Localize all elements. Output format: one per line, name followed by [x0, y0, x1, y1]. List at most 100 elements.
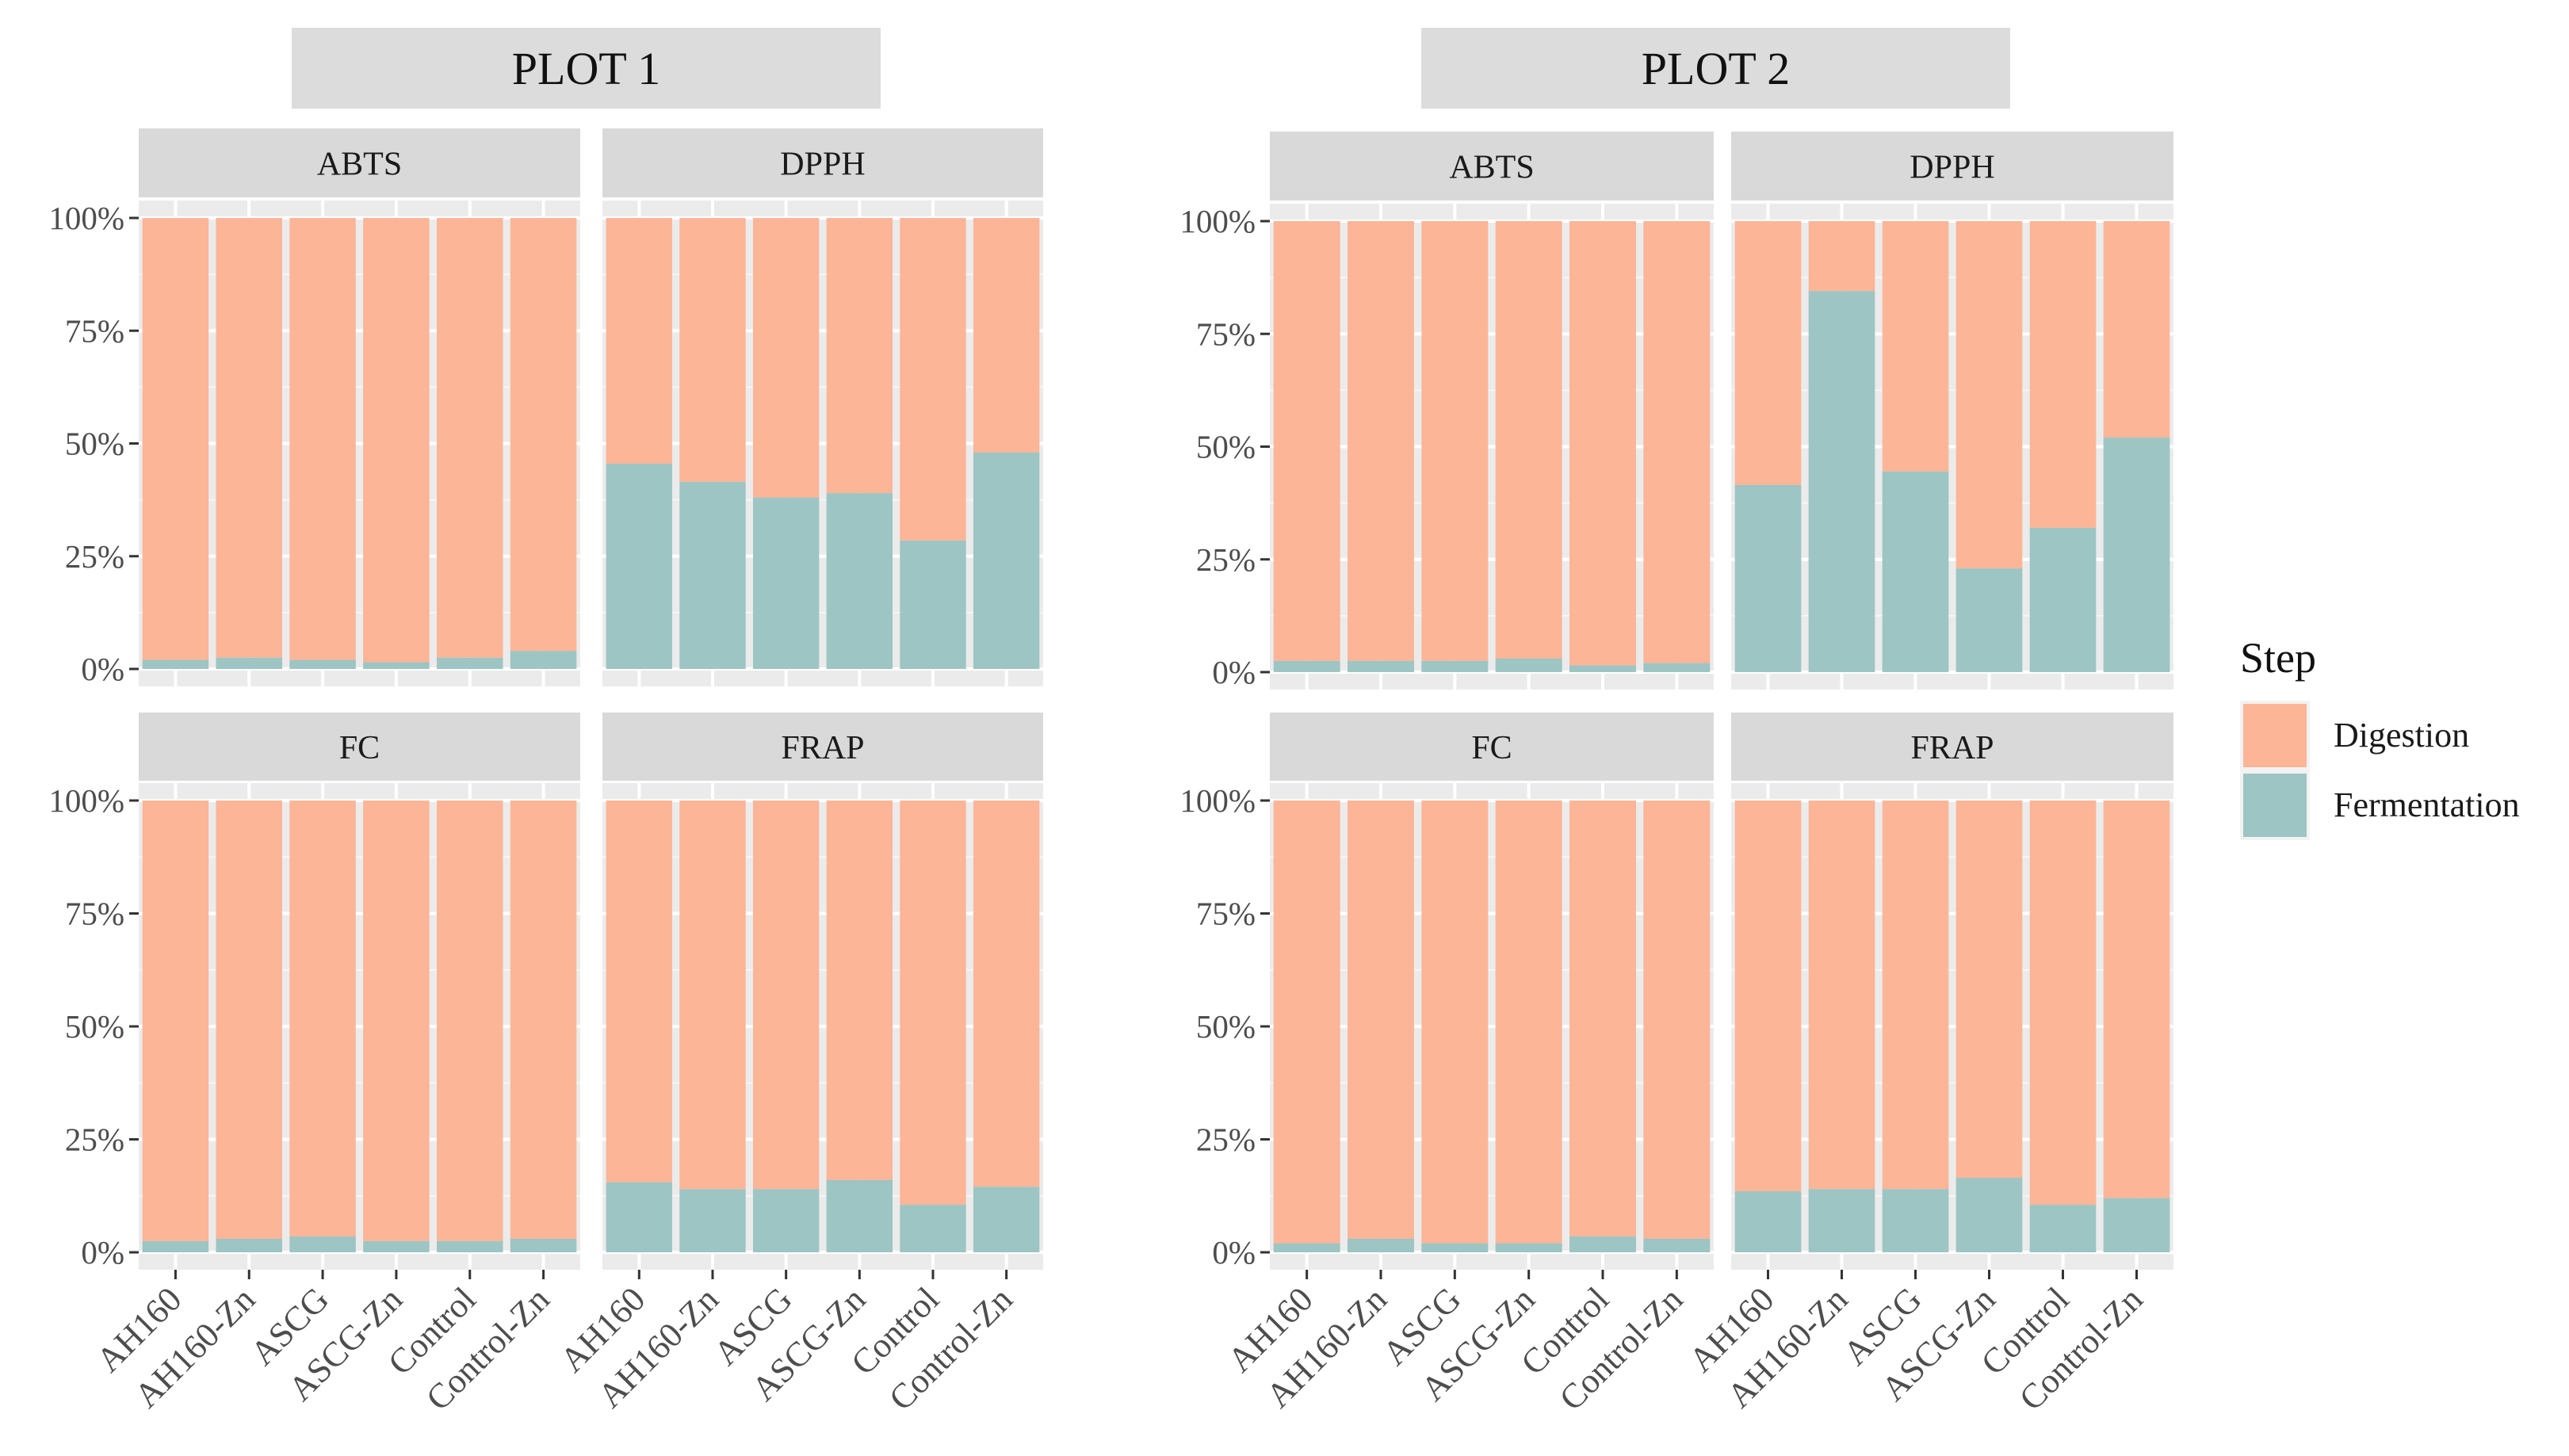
bar-fermentation-control: [436, 1240, 503, 1252]
facet-strip-label: FC: [339, 730, 380, 766]
facet-strip: [139, 713, 580, 781]
bar-digestion-ascg-zn: [1495, 801, 1562, 1244]
y-tick-label: 25%: [1196, 541, 1256, 578]
bar-digestion-ascg-zn: [363, 801, 430, 1241]
bar-digestion-ah160-zn: [1348, 221, 1414, 661]
bar-fermentation-ascg: [1421, 660, 1489, 672]
bar-fermentation-ah160-zn: [679, 481, 746, 669]
bar-fermentation-control: [2029, 527, 2097, 672]
bar-fermentation-ascg-zn: [1955, 1177, 2023, 1252]
bar-fermentation-ah160: [1734, 1191, 1802, 1252]
bar-digestion-control-zn: [1643, 221, 1711, 663]
bar-fermentation-control-zn: [973, 1187, 1040, 1252]
bar-digestion-control-zn: [1643, 801, 1711, 1239]
bar-fermentation-ah160: [142, 659, 209, 669]
bar-digestion-ascg-zn: [1955, 801, 2023, 1178]
legend: Step Digestion Fermentation: [2240, 634, 2520, 840]
bar-fermentation-ascg-zn: [363, 662, 430, 669]
bar-fermentation-control: [2029, 1205, 2097, 1252]
bar-fermentation-ah160-zn: [216, 657, 283, 669]
bar-fermentation-ah160-zn: [679, 1189, 746, 1252]
bar-digestion-ascg-zn: [1955, 221, 2023, 569]
facet-strip-label: FC: [1471, 730, 1512, 766]
bar-fermentation-ah160-zn: [216, 1238, 283, 1252]
bar-digestion-ascg: [1882, 801, 1949, 1190]
bar-digestion-ascg: [1421, 801, 1489, 1244]
bar-fermentation-ascg-zn: [826, 493, 893, 669]
y-tick-label: 25%: [65, 1122, 124, 1158]
bar-fermentation-control-zn: [510, 1238, 577, 1252]
bar-digestion-ah160: [606, 218, 673, 464]
bar-digestion-control: [900, 801, 966, 1206]
bar-fermentation-ah160: [142, 1240, 209, 1252]
bar-fermentation-ah160: [606, 464, 673, 669]
bar-fermentation-ascg-zn: [826, 1179, 893, 1252]
bar-digestion-control-zn: [510, 801, 577, 1239]
y-tick-label: 25%: [65, 538, 124, 575]
facet-strip: [1270, 713, 1714, 781]
bar-digestion-ascg: [752, 218, 820, 498]
bar-fermentation-ascg: [1421, 1243, 1489, 1252]
bar-digestion-ah160: [1734, 221, 1802, 485]
bar-digestion-ascg: [289, 801, 356, 1237]
y-tick-label: 100%: [1179, 203, 1256, 239]
bar-fermentation-ah160-zn: [1348, 660, 1414, 672]
bar-fermentation-control-zn: [2103, 1198, 2170, 1252]
facet-fc: FC0%25%50%75%100%AH160AH160-ZnASCGASCG-Z…: [1179, 713, 1714, 1418]
plot-2: PLOT 2 ABTS 0% 25% 50% 75% 100% DPPH FC 0% 25% 50% 7…: [1179, 28, 2173, 1418]
legend-label-digestion: Digestion: [2334, 716, 2469, 755]
facet-frap: FRAPAH160AH160-ZnASCGASCG-ZnControlContr…: [1681, 713, 2173, 1418]
bar-digestion-ah160: [1273, 801, 1340, 1244]
bar-fermentation-ascg-zn: [1495, 658, 1562, 672]
bar-fermentation-control-zn: [1643, 1238, 1711, 1252]
bar-fermentation-ascg: [1882, 1189, 1949, 1252]
facet-strip-label: DPPH: [1910, 150, 1994, 186]
y-tick-label: 0%: [1212, 654, 1256, 690]
bar-fermentation-control-zn: [510, 651, 577, 669]
y-tick-label: 100%: [1179, 782, 1256, 819]
bar-fermentation-ascg: [752, 497, 820, 669]
y-tick-label: 25%: [1196, 1122, 1256, 1158]
bar-fermentation-ah160-zn: [1348, 1238, 1414, 1252]
bar-fermentation-ah160: [606, 1182, 673, 1252]
bar-fermentation-control: [1569, 665, 1636, 672]
facet-frap: FRAPAH160AH160-ZnASCGASCG-ZnControlContr…: [552, 713, 1043, 1418]
bar-fermentation-ascg-zn: [1495, 1243, 1562, 1252]
bar-fermentation-ah160: [1734, 484, 1802, 672]
bar-fermentation-control: [900, 1205, 966, 1252]
bar-digestion-ah160: [142, 218, 209, 660]
bar-fermentation-ascg: [752, 1189, 820, 1252]
plot-title-box: [292, 28, 881, 109]
bar-fermentation-ascg: [289, 659, 356, 669]
bar-digestion-ascg: [1882, 221, 1949, 472]
facet-fc: FC0%25%50%75%100%AH160AH160-ZnASCGASCG-Z…: [48, 713, 580, 1418]
bar-digestion-ah160-zn: [679, 218, 746, 482]
bar-fermentation-control-zn: [973, 452, 1040, 669]
bar-fermentation-control-zn: [1643, 663, 1711, 672]
bar-digestion-ah160-zn: [679, 801, 746, 1190]
bar-fermentation-ah160: [1273, 660, 1340, 672]
bar-digestion-control-zn: [2103, 801, 2170, 1198]
bar-digestion-control: [1569, 221, 1636, 666]
bar-digestion-ah160: [142, 801, 209, 1241]
y-tick-label: 100%: [48, 200, 124, 236]
bar-digestion-ah160-zn: [1348, 801, 1414, 1239]
bar-fermentation-ah160-zn: [1808, 291, 1875, 672]
bar-digestion-control-zn: [973, 801, 1040, 1187]
facet-strip: [1270, 132, 1714, 201]
bar-fermentation-control: [1569, 1236, 1636, 1252]
plot-title-box: [1421, 28, 2010, 109]
bar-digestion-ascg-zn: [826, 801, 893, 1180]
bar-fermentation-ah160: [1273, 1243, 1340, 1252]
bar-digestion-control: [1569, 801, 1636, 1237]
legend-swatch-digestion: [2243, 704, 2307, 767]
bar-fermentation-ascg-zn: [1955, 568, 2023, 672]
bar-digestion-control: [900, 218, 966, 541]
y-tick-label: 75%: [65, 312, 124, 349]
y-tick-label: 0%: [1212, 1234, 1256, 1271]
bar-fermentation-ascg-zn: [363, 1240, 430, 1252]
facet-strip-label: FRAP: [781, 730, 864, 766]
y-tick-label: 0%: [81, 1234, 124, 1271]
bar-fermentation-ah160-zn: [1808, 1189, 1875, 1252]
